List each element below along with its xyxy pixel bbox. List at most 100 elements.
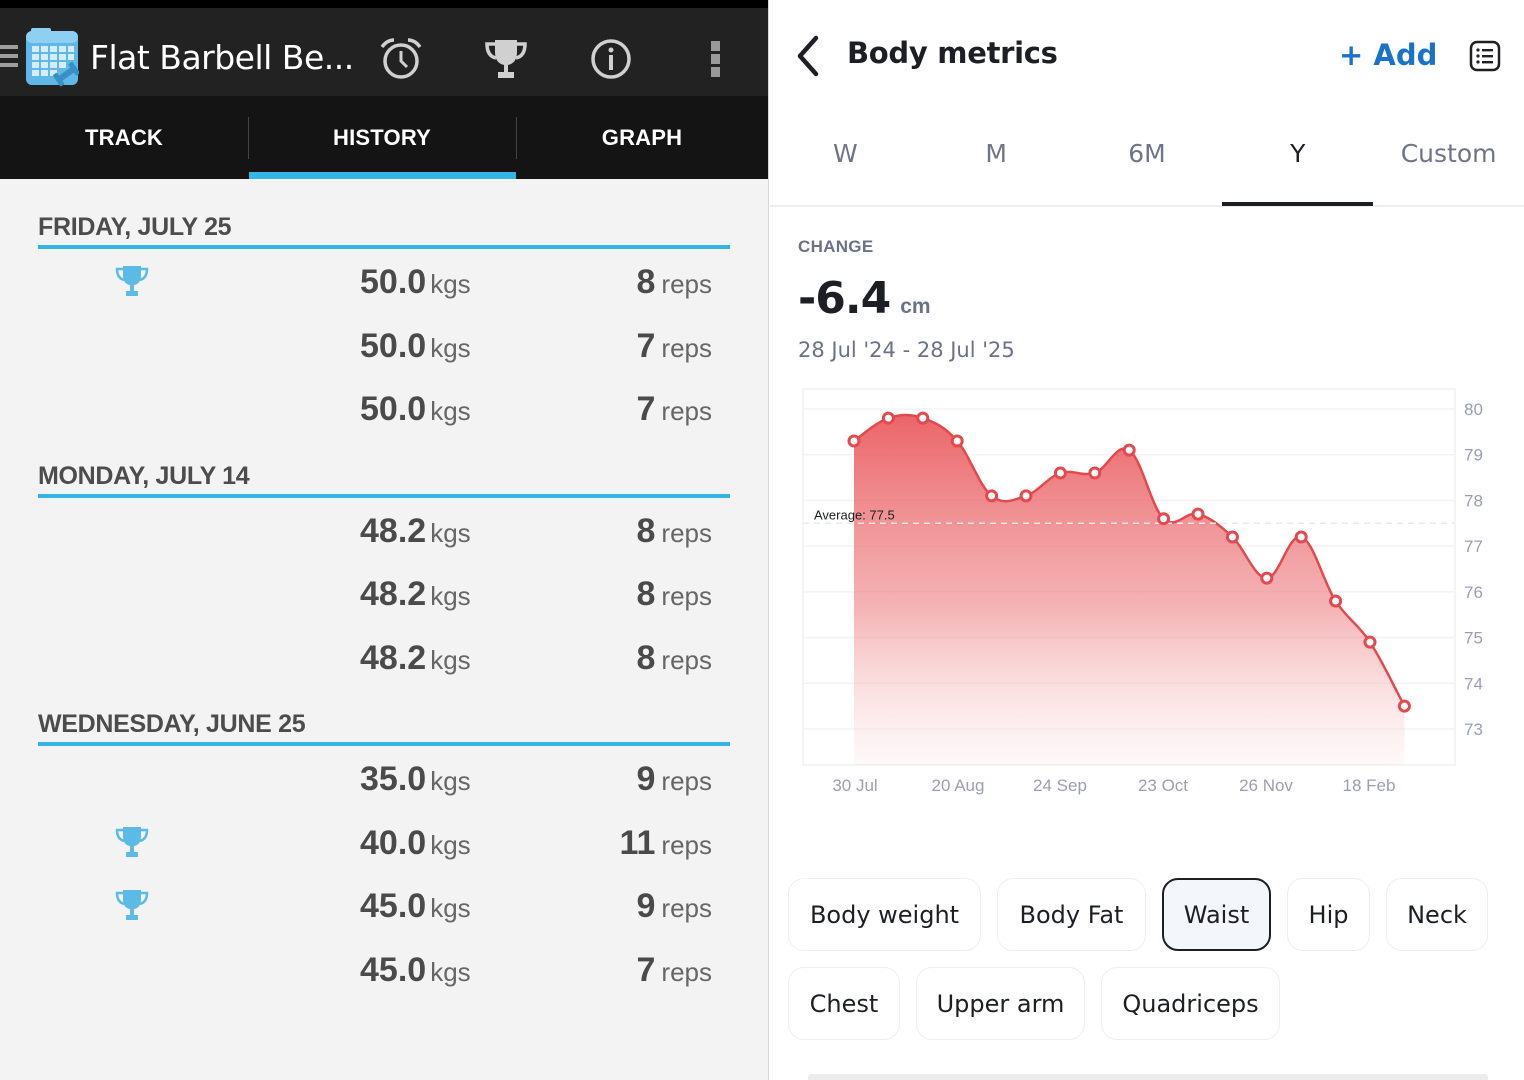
right-app-screen: Body metrics + Add W M 6M Y Custom CHANG…: [770, 0, 1524, 1080]
change-unit: cm: [900, 295, 931, 318]
set-row[interactable]: 50.0 kgs 7 reps: [38, 376, 730, 440]
set-row[interactable]: 35.0 kgs 9 reps: [38, 746, 730, 810]
y-tick-label: 74: [1464, 674, 1483, 693]
set-weight: 35.0 kgs: [360, 760, 471, 798]
data-point[interactable]: [1191, 507, 1205, 521]
tab-bar: TRACK HISTORY GRAPH: [0, 96, 768, 179]
data-point[interactable]: [1329, 594, 1343, 608]
x-tick-label: 20 Aug: [932, 776, 985, 795]
list-view-icon[interactable]: [1469, 40, 1501, 72]
x-tick-label: 26 Nov: [1239, 776, 1293, 795]
set-row[interactable]: 50.0 kgs 7 reps: [38, 313, 730, 377]
period-tab-6-months[interactable]: 6M: [1128, 139, 1166, 168]
set-row[interactable]: 48.2 kgs 8 reps: [38, 625, 730, 689]
chip-body-fat[interactable]: Body Fat: [997, 878, 1146, 951]
data-point[interactable]: [1294, 530, 1308, 544]
bottom-sheet-handle: [808, 1074, 1488, 1080]
set-weight: 50.0 kgs: [360, 263, 471, 301]
y-tick-label: 78: [1464, 491, 1483, 510]
x-tick-label: 18 Feb: [1343, 776, 1396, 795]
y-tick-label: 76: [1464, 583, 1483, 602]
left-app-screen: Flat Barbell Be... TRACK HISTORY GRAPH F…: [0, 0, 769, 1080]
x-tick-label: 24 Sep: [1033, 776, 1087, 795]
info-icon[interactable]: [588, 36, 634, 82]
y-tick-label: 73: [1464, 720, 1483, 739]
set-weight: 40.0 kgs: [360, 823, 471, 862]
set-reps: 7 reps: [636, 326, 713, 365]
tab-track[interactable]: TRACK: [85, 124, 163, 150]
period-tab-year[interactable]: Y: [1222, 110, 1373, 206]
chart-canvas[interactable]: Average: 77.5 80 79 78 77 76 75 74 73 30 Jul 20 …: [770, 380, 1524, 810]
set-weight: 50.0 kgs: [360, 326, 471, 365]
tab-graph[interactable]: GRAPH: [601, 124, 683, 150]
change-label: CHANGE: [798, 237, 874, 256]
personal-record-trophy-icon: [115, 266, 149, 296]
chip-hip[interactable]: Hip: [1287, 878, 1370, 951]
app-title: Flat Barbell Be...: [90, 38, 354, 77]
y-tick-label: 80: [1464, 400, 1483, 419]
data-point[interactable]: [1397, 699, 1411, 713]
day-header: MONDAY, JULY 14: [38, 462, 730, 498]
overflow-menu-icon[interactable]: [693, 36, 739, 82]
drawer-menu-icon[interactable]: [0, 45, 18, 72]
date-range: 28 Jul '24 - 28 Jul '25: [798, 338, 1015, 362]
data-point[interactable]: [1260, 571, 1274, 585]
personal-record-trophy-icon: [115, 890, 149, 920]
chip-neck[interactable]: Neck: [1386, 878, 1488, 951]
data-point[interactable]: [1088, 466, 1102, 480]
set-reps: 7 reps: [636, 390, 713, 428]
data-point[interactable]: [950, 434, 964, 448]
data-point[interactable]: [916, 411, 930, 425]
chip-row: Body weight Body Fat Waist Hip Neck: [788, 878, 1518, 951]
period-tab-week[interactable]: W: [833, 139, 858, 168]
alarm-icon[interactable]: [378, 36, 424, 82]
back-arrow-icon[interactable]: [792, 34, 826, 78]
data-point[interactable]: [847, 434, 861, 448]
period-tab-month[interactable]: M: [985, 139, 1007, 168]
chip-body-weight[interactable]: Body weight: [788, 878, 981, 951]
data-point[interactable]: [881, 411, 895, 425]
data-point[interactable]: [1363, 635, 1377, 649]
data-point[interactable]: [985, 489, 999, 503]
x-tick-label: 23 Oct: [1138, 776, 1188, 795]
data-point[interactable]: [1225, 530, 1239, 544]
waist-chart[interactable]: Average: 77.5 80 79 78 77 76 75 74 73 30 Jul 20 …: [770, 380, 1524, 810]
trophy-icon[interactable]: [483, 36, 529, 82]
set-weight: 48.2 kgs: [360, 511, 471, 550]
set-row[interactable]: 48.2 kgs 8 reps: [38, 498, 730, 562]
tab-divider: [248, 116, 249, 159]
period-tab-custom[interactable]: Custom: [1400, 139, 1497, 168]
add-button[interactable]: + Add: [1339, 38, 1438, 72]
x-tick-label: 30 Jul: [832, 776, 877, 795]
chip-waist[interactable]: Waist: [1162, 878, 1271, 951]
set-reps: 8 reps: [636, 263, 713, 301]
tab-divider: [515, 116, 516, 159]
set-row[interactable]: 45.0 kgs 7 reps: [38, 937, 730, 1001]
set-weight: 50.0 kgs: [360, 390, 471, 428]
y-tick-label: 79: [1464, 446, 1483, 465]
chip-quadriceps[interactable]: Quadriceps: [1101, 967, 1280, 1040]
set-weight: 45.0 kgs: [360, 950, 471, 989]
y-tick-label: 77: [1464, 537, 1483, 556]
set-row[interactable]: 45.0 kgs 9 reps: [38, 873, 730, 937]
set-reps: 11 reps: [619, 823, 712, 862]
day-header: WEDNESDAY, JUNE 25: [38, 710, 730, 746]
day-header: FRIDAY, JULY 25: [38, 213, 730, 249]
tab-history[interactable]: HISTORY: [248, 96, 516, 179]
period-tabs: W M 6M Y Custom: [770, 110, 1524, 207]
data-point[interactable]: [1157, 512, 1171, 526]
set-row[interactable]: 40.0 kgs 11 reps: [38, 810, 730, 874]
action-bar: Flat Barbell Be...: [0, 8, 768, 96]
data-point[interactable]: [1122, 443, 1136, 457]
data-point[interactable]: [1053, 466, 1067, 480]
metric-chips: Body weight Body Fat Waist Hip Neck Ches…: [788, 878, 1518, 1056]
set-row[interactable]: 48.2 kgs 8 reps: [38, 561, 730, 625]
y-tick-label: 75: [1464, 629, 1483, 648]
set-row[interactable]: 50.0 kgs 8 reps: [38, 249, 730, 313]
chip-chest[interactable]: Chest: [788, 967, 900, 1040]
app-calendar-icon[interactable]: [25, 25, 79, 87]
set-reps: 9 reps: [636, 760, 713, 798]
data-point[interactable]: [1019, 489, 1033, 503]
chip-upper-arm[interactable]: Upper arm: [916, 967, 1085, 1040]
